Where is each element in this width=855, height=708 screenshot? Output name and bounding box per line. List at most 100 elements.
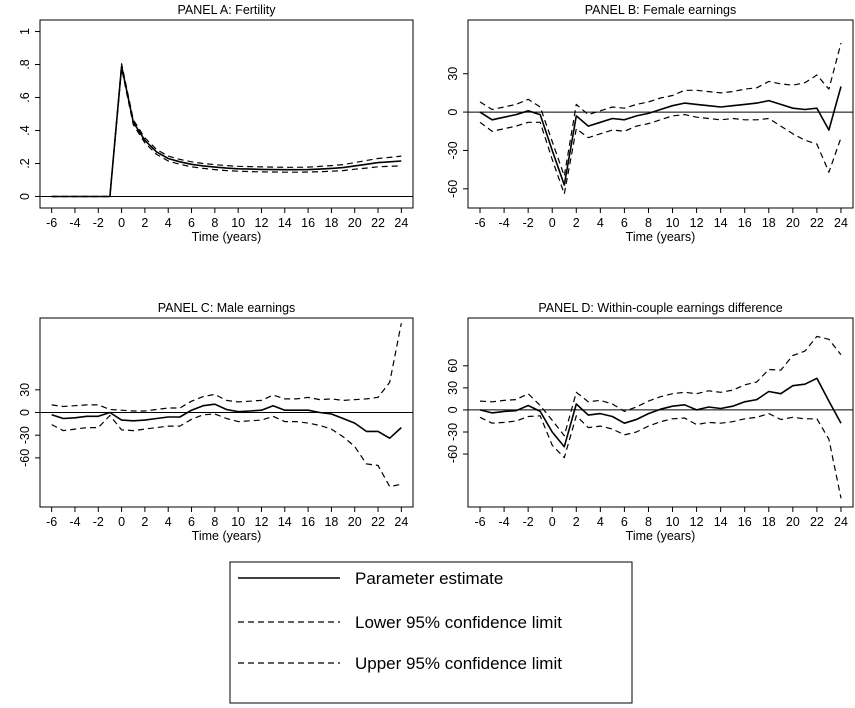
panel-b-y-tick-label: 0 [446,109,460,116]
panel-b-y-tick-label: -60 [446,180,460,198]
panel-a-x-tick-label: 12 [255,216,269,230]
panel-b-x-tick-label: 6 [621,216,628,230]
panel-a-y-tick-label: .2 [18,158,32,168]
panel-d-x-tick-label: 14 [714,515,728,529]
panel-b-chart: PANEL B: Female earnings-6 -4 -2 0 2 4 6 8 10 12 1… [446,3,854,244]
panel-d-y-tick-label: -30 [446,423,460,441]
panel-a-x-tick-label: 10 [231,216,245,230]
panel-c-x-tick-label: 6 [188,515,195,529]
panel-c-x-tick-label: 16 [301,515,315,529]
panel-c-series-estimate [51,403,402,440]
panel-a-x-tick-label: 14 [278,216,292,230]
panel-c-series-upper-ci [51,323,402,412]
panel-b-x-tick-label: 24 [834,216,848,230]
panel-b-series-estimate [479,86,842,186]
panel-d-plot-frame [467,317,854,508]
panel-b-x-tick-label: 20 [786,216,800,230]
panel-c-y-tick-label: 0 [18,409,32,416]
panel-d-series-lower-ci [479,413,842,499]
panel-a-title: PANEL A: Fertility [178,3,277,17]
panel-b-title: PANEL B: Female earnings [585,3,736,17]
panel-d-x-tick-label: 12 [690,515,704,529]
panel-c-x-tick-label: -4 [69,515,80,529]
panel-d-x-tick-label: 0 [549,515,556,529]
panel-d-x-tick-label: 20 [786,515,800,529]
panel-b-y-tick-label: -30 [446,141,460,159]
panel-a-y-tick-label: 0 [18,193,32,200]
panel-d-x-tick-label: 4 [597,515,604,529]
panel-b-series-lower-ci [479,113,842,195]
panel-a-series-estimate [51,65,402,198]
panel-b-y-tick-label: 30 [446,67,460,81]
panel-d-x-tick-label: 6 [621,515,628,529]
panel-b-x-tick-label: 22 [810,216,824,230]
panel-a-y-tick-label: .4 [18,125,32,135]
panel-d-x-axis-label: Time (years) [626,529,696,543]
panel-d-x-tick-label: 22 [810,515,824,529]
panel-c-x-tick-label: -2 [93,515,104,529]
panel-d-y-tick-label: 30 [446,381,460,395]
panel-b-x-tick-label: 2 [573,216,580,230]
panel-a-plot-frame [39,19,414,209]
panel-a-x-tick-label: 20 [348,216,362,230]
panel-c-x-tick-label: 0 [118,515,125,529]
panel-a-y-tick-label: .8 [18,59,32,69]
panel-a-x-tick-label: 24 [394,216,408,230]
panel-c-x-tick-label: -6 [46,515,57,529]
panel-a-x-tick-label: 22 [371,216,385,230]
panel-c-x-tick-label: 10 [231,515,245,529]
panel-a-x-tick-label: 8 [211,216,218,230]
panel-d-chart: PANEL D: Within-couple earnings differen… [446,301,854,543]
panel-b-x-tick-label: 16 [738,216,752,230]
legend: Parameter estimate Lower 95% confidence … [229,561,633,704]
legend-box [229,561,633,704]
panel-a-series-lower-ci [51,67,402,198]
panel-d-x-tick-label: 18 [762,515,776,529]
panel-b-x-tick-label: 0 [549,216,556,230]
panel-d-x-tick-label: 10 [666,515,680,529]
panel-c-chart: PANEL C: Male earnings-6 -4 -2 0 2 4 6 8 10 12 14 1… [18,301,414,543]
panel-d-series-upper-ci [479,335,842,437]
panel-c-y-tick-label: -30 [18,426,32,444]
panel-b-x-tick-label: 12 [690,216,704,230]
panel-a-series-upper-ci [51,63,402,198]
legend-label-estimate: Parameter estimate [355,569,503,588]
panel-d-x-tick-label: -4 [499,515,510,529]
panel-d-series-estimate [479,377,842,448]
panel-b-x-tick-label: -2 [523,216,534,230]
panel-a-x-tick-label: -6 [46,216,57,230]
panel-d-title: PANEL D: Within-couple earnings differen… [538,301,782,315]
panel-c-x-tick-label: 4 [165,515,172,529]
panel-a-x-axis-label: Time (years) [192,230,262,244]
panel-b-x-tick-label: -4 [499,216,510,230]
panel-b-x-tick-label: 4 [597,216,604,230]
panel-a-x-tick-label: 4 [165,216,172,230]
panel-b-x-axis-label: Time (years) [626,230,696,244]
panel-c-x-tick-label: 20 [348,515,362,529]
panel-b-series-upper-ci [479,42,842,177]
panel-a-y-tick-label: 1 [18,28,32,35]
panel-c-x-tick-label: 12 [255,515,269,529]
panel-d-y-tick-label: 60 [446,359,460,373]
panel-a-x-tick-label: 16 [301,216,315,230]
panel-a-y-tick-label: .6 [18,92,32,102]
panel-b-x-tick-label: 18 [762,216,776,230]
panel-c-y-tick-label: -60 [18,449,32,467]
panel-c-x-tick-label: 24 [394,515,408,529]
panel-a-x-tick-label: 2 [141,216,148,230]
panel-d-x-tick-label: 16 [738,515,752,529]
legend-label-upper: Upper 95% confidence limit [355,654,562,673]
panel-a-x-tick-label: 18 [324,216,338,230]
panel-c-x-tick-label: 22 [371,515,385,529]
panel-d-x-tick-label: -2 [523,515,534,529]
panel-c-x-tick-label: 14 [278,515,292,529]
panel-c-series-lower-ci [51,413,402,488]
panel-a-x-tick-label: 0 [118,216,125,230]
panel-b-x-tick-label: 10 [666,216,680,230]
panel-c-x-axis-label: Time (years) [192,529,262,543]
legend-label-lower: Lower 95% confidence limit [355,613,562,632]
panel-d-x-tick-label: 24 [834,515,848,529]
panel-d-y-tick-label: 0 [446,406,460,413]
panel-a-x-tick-label: 6 [188,216,195,230]
